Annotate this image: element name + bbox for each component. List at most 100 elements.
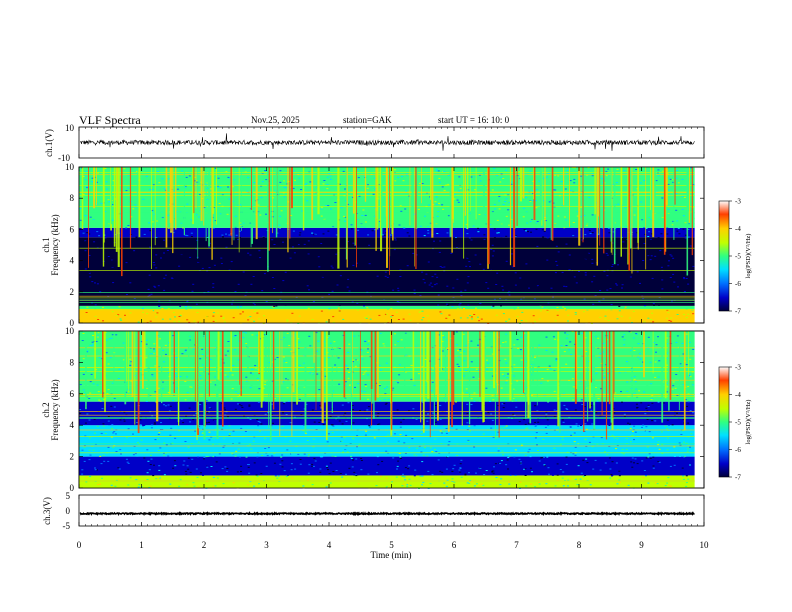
spectrogram-cell: [95, 341, 98, 342]
spectrogram-cell: [457, 183, 460, 184]
spectrogram-cell: [173, 321, 176, 323]
spectrogram-cell: [464, 473, 467, 475]
spectrogram-cell: [520, 461, 522, 463]
spectrogram-cell: [607, 170, 610, 172]
spectrogram-cell: [320, 243, 323, 244]
spectrogram-cell: [651, 277, 654, 279]
spectrogram-cell: [107, 282, 110, 284]
spectrogram-cell: [247, 319, 250, 321]
spectrogram-cell: [256, 333, 259, 335]
spectrogram-cell: [282, 412, 285, 414]
spectrogram-cell: [643, 203, 646, 205]
spectrogram-cell: [395, 311, 398, 313]
spectrogram-cell: [460, 459, 463, 461]
spectrogram-cell: [233, 349, 236, 351]
spectrogram-cell: [663, 280, 666, 282]
spectrogram-cell: [147, 310, 150, 312]
spectrogram-streak: [110, 167, 113, 225]
spectrogram-streak: [409, 167, 411, 226]
spectrogram-cell: [257, 425, 260, 427]
spectrogram-cell: [153, 350, 156, 352]
spectrogram-cell: [84, 240, 87, 242]
spectrogram-cell: [419, 475, 422, 477]
spectrogram-cell: [171, 345, 174, 347]
spectrogram-cell: [477, 214, 479, 216]
spectrogram-cell: [668, 216, 671, 218]
spectrogram-cell: [408, 465, 411, 467]
spectrogram-cell: [464, 289, 467, 291]
spectrogram-cell: [541, 173, 544, 175]
spectrogram-cell: [656, 483, 659, 485]
spectrogram-cell: [192, 283, 195, 285]
spectrogram-cell: [646, 254, 649, 256]
spectrogram-cell: [585, 281, 588, 283]
spectrogram-cell: [276, 357, 279, 358]
spectrogram-cell: [446, 179, 449, 180]
spectrogram-cell: [692, 265, 695, 267]
spectrogram-cell: [155, 267, 158, 269]
spectrogram-cell: [309, 345, 312, 347]
spectrogram-cell: [547, 237, 550, 239]
spectrogram-cell: [118, 368, 121, 370]
spectrogram-cell: [348, 343, 351, 345]
spectrogram-cell: [399, 262, 402, 264]
spectrogram-cell: [679, 280, 682, 281]
spectrogram-cell: [107, 320, 110, 322]
spectrogram-cell: [278, 219, 281, 221]
spectrogram-cell: [236, 168, 239, 170]
spectrogram-cell: [567, 479, 570, 481]
spectrogram-cell: [205, 257, 208, 259]
spectrogram-cell: [307, 243, 310, 245]
spectrogram-cell: [107, 199, 110, 201]
spectrogram-cell: [598, 356, 601, 358]
spectrogram-cell: [385, 402, 388, 404]
spectrogram-cell: [352, 242, 355, 244]
spectrogram-cell: [599, 316, 602, 318]
spectrogram-cell: [367, 308, 370, 310]
spectrogram-cell: [363, 372, 366, 374]
spectrogram-cell: [227, 341, 230, 342]
spectrogram-cell: [687, 444, 690, 446]
spectrogram-cell: [482, 433, 485, 435]
spectrogram-cell: [454, 266, 457, 268]
spectrogram-cell: [604, 286, 606, 288]
spectrogram-cell: [460, 476, 463, 478]
spectrogram-cell: [348, 290, 351, 292]
spectrogram-cell: [237, 283, 240, 285]
spectrogram-cell: [467, 294, 470, 296]
spectrogram-cell: [361, 358, 364, 360]
spectrogram-cell: [232, 200, 235, 202]
spectrogram-cell: [360, 295, 363, 297]
spectrogram-cell: [462, 359, 465, 361]
spectrogram-cell: [91, 199, 94, 201]
spectrogram-cell: [305, 474, 307, 476]
spectrogram-cell: [407, 272, 410, 274]
spectrogram-cell: [492, 305, 495, 307]
spectrogram-cell: [674, 246, 676, 248]
spectrogram-cell: [530, 483, 533, 485]
spectrogram-cell: [365, 430, 368, 432]
spectrogram-cell: [352, 411, 355, 413]
spectrogram-cell: [666, 227, 669, 229]
spectrogram-cell: [113, 397, 116, 399]
spectrogram-cell: [287, 262, 290, 264]
spectrogram-cell: [598, 425, 601, 427]
spectrogram-cell: [159, 338, 162, 340]
spectrogram-cell: [644, 276, 647, 278]
spectrogram-cell: [583, 241, 586, 243]
spectrogram-cell: [338, 264, 341, 266]
spectrogram-cell: [472, 376, 475, 378]
spectrogram-cell: [657, 461, 660, 463]
spectrogram-cell: [141, 319, 143, 321]
spectrogram-cell: [252, 304, 255, 306]
spectrogram-cell: [439, 405, 442, 406]
spectrogram-streak: [688, 167, 690, 223]
spectrogram-cell: [330, 208, 332, 210]
spectrogram-cell: [433, 240, 435, 242]
spectrogram-cell: [232, 288, 235, 290]
spectrogram-cell: [298, 304, 300, 305]
spectrogram-cell: [292, 187, 295, 189]
spectrogram-cell: [641, 460, 644, 462]
ch1-spectrogram-ytick-label: 4: [70, 256, 75, 266]
spectrogram-cell: [302, 485, 305, 487]
